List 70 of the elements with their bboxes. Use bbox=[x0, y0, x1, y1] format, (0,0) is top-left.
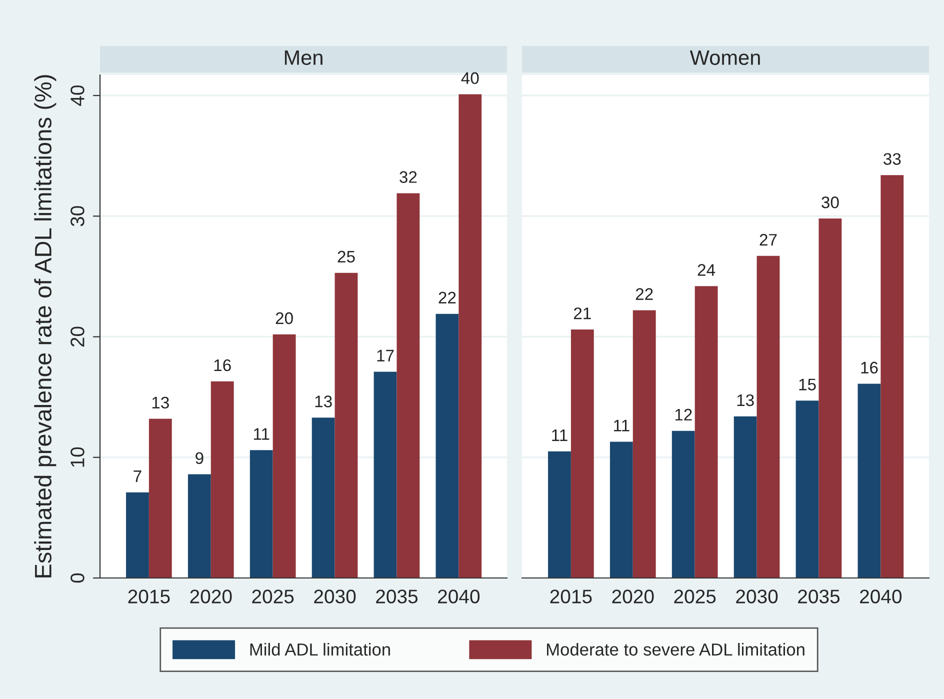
data-label: 11 bbox=[254, 428, 270, 440]
bar bbox=[210, 381, 234, 578]
x-tick-label: 2030 bbox=[314, 590, 356, 604]
y-tick-label: 0 bbox=[70, 573, 84, 583]
data-label: 17 bbox=[377, 350, 394, 362]
x-tick-label: 2015 bbox=[550, 590, 592, 604]
data-label: 40 bbox=[461, 72, 479, 84]
bar bbox=[796, 400, 819, 578]
x-tick-label: 2025 bbox=[252, 590, 294, 604]
bar bbox=[148, 418, 172, 578]
bar bbox=[396, 193, 420, 578]
bar bbox=[880, 175, 904, 578]
data-label: 24 bbox=[698, 264, 716, 276]
data-label: 22 bbox=[438, 292, 456, 304]
data-label: 25 bbox=[338, 250, 355, 263]
x-tick-label: 2015 bbox=[128, 590, 170, 604]
data-label: 9 bbox=[196, 452, 204, 464]
bar bbox=[632, 310, 656, 578]
x-tick-label: 2020 bbox=[190, 590, 232, 604]
data-label: 13 bbox=[737, 394, 754, 406]
x-tick-label: 2030 bbox=[736, 590, 778, 604]
bar bbox=[548, 451, 571, 578]
chart-title: Men bbox=[284, 50, 322, 65]
data-label: 30 bbox=[822, 196, 839, 208]
y-tick-label: 10 bbox=[70, 447, 84, 467]
x-tick-label: 2035 bbox=[376, 590, 418, 604]
x-tick-label: 2035 bbox=[798, 590, 840, 604]
bar bbox=[334, 272, 358, 578]
data-label: 13 bbox=[315, 396, 332, 408]
bar bbox=[734, 416, 757, 578]
data-label: 11 bbox=[614, 420, 630, 432]
data-label: 32 bbox=[400, 171, 417, 183]
bar bbox=[818, 218, 842, 578]
bar bbox=[436, 314, 459, 578]
bar bbox=[694, 286, 718, 578]
x-tick-label: 2040 bbox=[438, 590, 480, 604]
x-tick-label: 2020 bbox=[612, 590, 654, 604]
bar bbox=[858, 384, 881, 578]
data-label: 7 bbox=[134, 470, 142, 482]
bar bbox=[374, 372, 397, 578]
bar bbox=[756, 256, 780, 578]
bar bbox=[272, 334, 296, 578]
y-tick-label: 20 bbox=[70, 326, 84, 347]
data-label: 20 bbox=[276, 312, 293, 324]
x-tick-label: 2025 bbox=[674, 590, 716, 604]
bar bbox=[250, 450, 273, 578]
legend-label: Moderate to severe ADL limitation bbox=[547, 642, 804, 656]
data-label: 13 bbox=[152, 396, 169, 409]
bar bbox=[188, 474, 211, 578]
chart-title: Women bbox=[690, 50, 760, 65]
bar bbox=[458, 94, 482, 578]
x-tick-label: 2040 bbox=[860, 590, 902, 604]
bar bbox=[672, 430, 695, 578]
y-tick-label: 40 bbox=[70, 85, 84, 106]
data-label: 12 bbox=[675, 408, 692, 420]
data-label: 11 bbox=[552, 429, 568, 441]
bar bbox=[570, 330, 594, 578]
data-label: 22 bbox=[636, 288, 653, 300]
bar bbox=[610, 442, 633, 578]
data-label: 16 bbox=[861, 362, 878, 374]
y-axis-title: Estimated prevalence rate of ADL limitations (%) bbox=[34, 75, 56, 578]
bar bbox=[126, 492, 149, 578]
data-label: 33 bbox=[884, 153, 901, 165]
data-label: 27 bbox=[760, 234, 777, 246]
data-label: 21 bbox=[574, 307, 591, 320]
bar bbox=[312, 418, 335, 578]
data-label: 15 bbox=[799, 378, 816, 390]
y-tick-label: 30 bbox=[70, 206, 84, 226]
legend-label: Mild ADL limitation bbox=[250, 642, 390, 656]
data-label: 16 bbox=[214, 359, 231, 372]
